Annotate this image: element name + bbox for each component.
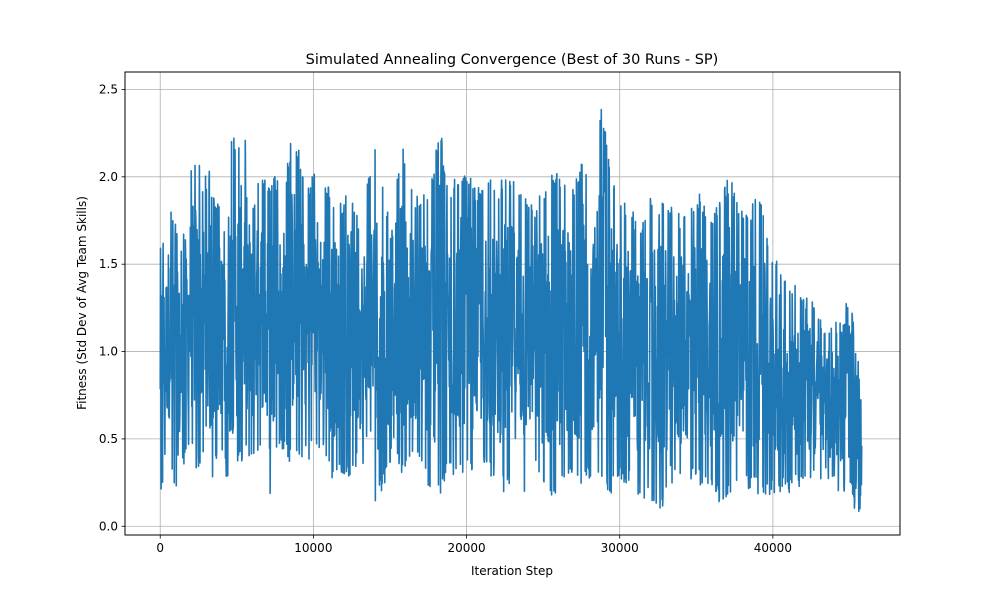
x-tick-label: 40000 [754,541,792,555]
x-tick-label: 0 [156,541,164,555]
fitness-line [159,108,863,513]
x-axis-ticks: 0 10000 20000 30000 40000 [156,535,792,555]
x-tick-label: 20000 [447,541,485,555]
series-layer [159,108,863,513]
plot-frame [124,71,901,536]
y-tick-label: 2.0 [99,170,118,184]
y-tick-label: 1.0 [99,345,118,359]
y-tick-label: 0.0 [99,519,118,533]
y-tick-label: 2.5 [99,82,118,96]
x-tick-label: 10000 [294,541,332,555]
x-tick-label: 30000 [601,541,639,555]
y-tick-label: 1.5 [99,257,118,271]
y-axis-ticks: 0.0 0.5 1.0 1.5 2.0 2.5 [99,82,125,533]
y-tick-label: 0.5 [99,432,118,446]
y-axis-label: Fitness (Std Dev of Avg Team Skills) [75,196,89,410]
x-axis-label: Iteration Step [471,564,553,578]
chart-title: Simulated Annealing Convergence (Best of… [306,52,719,68]
